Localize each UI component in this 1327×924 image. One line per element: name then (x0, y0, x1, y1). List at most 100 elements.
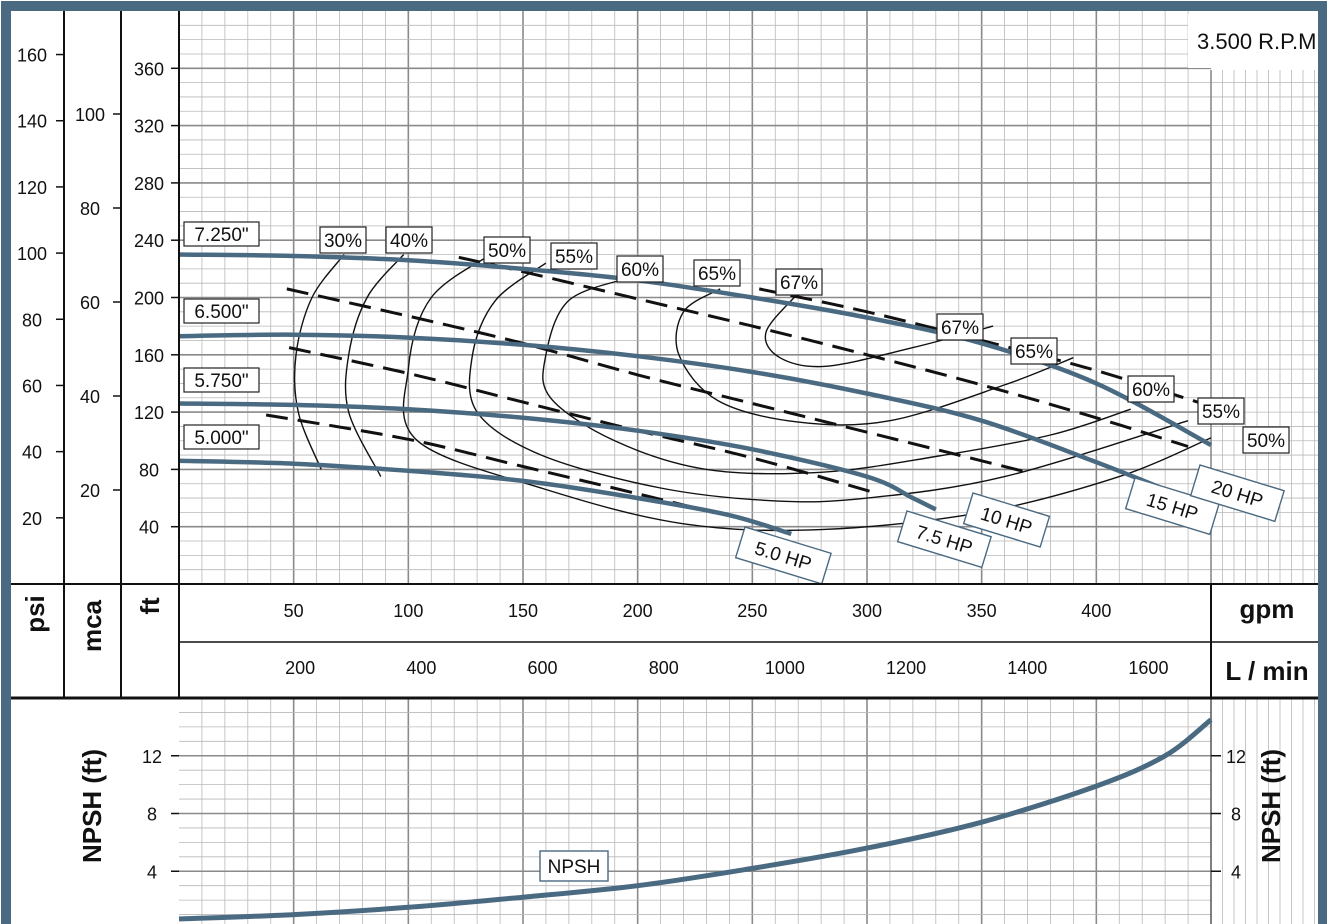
efficiency-label: 60% (616, 255, 664, 283)
mca-tick-label: 80 (80, 199, 100, 219)
ft-tick-label: 40 (139, 518, 159, 538)
impeller-curve (178, 458, 792, 537)
impeller-label-text: 5.750" (194, 371, 248, 392)
npsh-right-unit-label: NPSH (ft) (1256, 749, 1286, 863)
mca-unit-label: mca (77, 599, 107, 652)
lmin-tick-label: 1400 (1007, 658, 1047, 678)
efficiency-label-text: 30% (324, 231, 362, 252)
efficiency-label-end: 65% (1010, 337, 1058, 365)
hp-curve (288, 346, 879, 496)
impeller-curve (178, 332, 1166, 492)
ft-tick-label: 280 (134, 174, 164, 194)
impeller-curve (178, 252, 1213, 447)
lmin-tick-label: 800 (649, 658, 679, 678)
efficiency-label: 30% (319, 226, 367, 254)
efficiency-label-end-text: 50% (1247, 431, 1285, 452)
npsh-right-tick-label: 4 (1231, 862, 1241, 882)
psi-tick-label: 120 (17, 178, 47, 198)
efficiency-label-end: 60% (1127, 375, 1175, 403)
efficiency-label-end-box (1197, 397, 1245, 425)
efficiency-label-text: 65% (698, 264, 736, 285)
psi-unit-label: psi (20, 595, 50, 633)
lmin-tick-label: 400 (406, 658, 436, 678)
impeller-label: 5.750" (183, 367, 260, 393)
psi-tick-label: 20 (22, 509, 42, 529)
lmin-tick-label: 1600 (1128, 658, 1168, 678)
efficiency-curve (293, 254, 345, 470)
efficiency-label-text: 60% (621, 260, 659, 281)
psi-tick-label: 160 (17, 46, 47, 66)
npsh-left-tick-label: 8 (147, 805, 157, 825)
efficiency-curve (764, 292, 994, 368)
efficiency-label-end-box (1242, 426, 1290, 454)
npsh-curve (178, 717, 1213, 922)
gpm-tick-label: 200 (623, 601, 653, 621)
gpm-unit-label: gpm (1240, 594, 1295, 624)
npsh-label-text: NPSH (548, 857, 601, 878)
npsh-left-tick-label: 4 (147, 862, 157, 882)
efficiency-curve (542, 276, 1131, 475)
lmin-tick-label: 600 (528, 658, 558, 678)
impeller-label: 5.000" (183, 424, 260, 450)
ft-tick-label: 80 (139, 460, 159, 480)
psi-tick-label: 140 (17, 112, 47, 132)
npsh-label-box (539, 850, 609, 882)
efficiency-curve (402, 251, 1212, 532)
main-grid (179, 11, 1318, 584)
efficiency-label-box (616, 255, 664, 283)
hp-label-box (1124, 477, 1221, 536)
ft-tick-label: 200 (134, 289, 164, 309)
efficiency-label-end: 50% (1242, 426, 1290, 454)
efficiency-curve (468, 262, 1189, 503)
mca-tick-label: 20 (80, 481, 100, 501)
impeller-curves (178, 252, 1213, 537)
impeller-label: 6.500" (183, 298, 260, 324)
efficiency-label: 65% (693, 259, 741, 287)
efficiency-label: 40% (385, 226, 433, 254)
gpm-tick-label: 400 (1081, 601, 1111, 621)
hp-curve (458, 255, 1189, 448)
npsh-right-tick-label: 12 (1226, 747, 1246, 767)
efficiency-label-text: 67% (780, 273, 818, 294)
npsh-label: NPSH (539, 850, 609, 882)
psi-tick-label: 60 (22, 376, 42, 396)
efficiency-label-end: 55% (1197, 397, 1245, 425)
efficiency-label-box (385, 226, 433, 254)
gpm-tick-label: 250 (737, 601, 767, 621)
ft-tick-label: 240 (134, 231, 164, 251)
efficiency-label-box (483, 236, 531, 264)
impeller-label-box (183, 221, 260, 247)
efficiency-label: 55% (550, 242, 598, 270)
impeller-curve (178, 401, 937, 512)
efficiency-label-box (693, 259, 741, 287)
lmin-tick-label: 200 (285, 658, 315, 678)
gpm-tick-label: 150 (508, 601, 538, 621)
efficiency-label-end-box (1127, 375, 1175, 403)
ft-tick-label: 160 (134, 346, 164, 366)
gpm-tick-label: 50 (284, 601, 304, 621)
impeller-label-text: 5.000" (194, 428, 248, 449)
npsh-right-tick-label: 8 (1231, 805, 1241, 825)
efficiency-label-end-text: 60% (1132, 380, 1170, 401)
efficiency-label-box (319, 226, 367, 254)
impeller-label-text: 7.250" (194, 225, 248, 246)
lmin-unit-label: L / min (1225, 656, 1308, 686)
efficiency-curve (344, 254, 405, 477)
gpm-tick-label: 300 (852, 601, 882, 621)
hp-label: 5.0 HP (734, 526, 832, 585)
npsh-left-unit-label: NPSH (ft) (77, 749, 107, 863)
mca-tick-label: 40 (80, 387, 100, 407)
psi-tick-label: 40 (22, 443, 42, 463)
impeller-label-box (183, 367, 260, 393)
mca-tick-label: 60 (80, 293, 100, 313)
ft-tick-label: 360 (134, 59, 164, 79)
efficiency-label-box (550, 242, 598, 270)
impeller-label-box (183, 298, 260, 324)
psi-tick-label: 80 (22, 310, 42, 330)
hp-label-box (734, 526, 832, 585)
rpm-label: 3.500 R.P.M (1197, 29, 1316, 54)
efficiency-label-box (775, 268, 823, 296)
lmin-tick-label: 1200 (886, 658, 926, 678)
